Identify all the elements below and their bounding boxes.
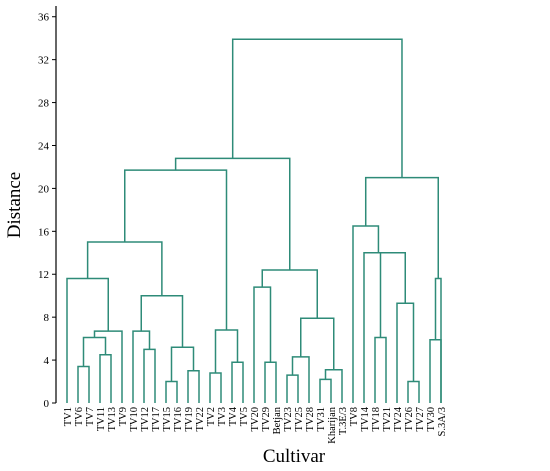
leaf-label: TV25: [294, 407, 305, 432]
dendrogram-link: [319, 378, 332, 403]
leaf-label: TV6: [74, 407, 85, 426]
leaf-label: TV15: [162, 407, 173, 432]
axes: 0 4 8 12 16 20 24 28 32 36: [38, 6, 57, 410]
leaf-label: T.3E/3: [338, 407, 349, 435]
y-tick-label: 32: [38, 55, 49, 67]
dendrogram-link: [374, 336, 387, 403]
leaf-label: TV21: [382, 407, 393, 432]
dendrogram-link: [214, 329, 239, 373]
dendrogram-link: [77, 365, 90, 403]
dendrogram-link: [165, 380, 178, 403]
leaf-label: TV18: [371, 407, 382, 432]
leaf-label: TV23: [283, 407, 294, 432]
dendrogram-link: [132, 330, 151, 403]
y-tick-label: 12: [38, 269, 49, 281]
y-tick-label: 0: [44, 398, 50, 410]
leaf-label: TV7: [85, 407, 96, 426]
dendrogram-link: [363, 252, 393, 403]
dendrogram-link: [143, 348, 156, 403]
leaf-label: TV19: [184, 407, 195, 432]
dendrogram-link: [82, 336, 107, 367]
leaf-label: TV26: [404, 407, 415, 432]
dendrogram-link: [253, 286, 272, 403]
leaf-label: Kharijan: [327, 406, 338, 443]
leaf-label: TV4: [228, 406, 239, 426]
y-tick-label: 8: [44, 312, 50, 324]
y-tick-label: 36: [38, 12, 50, 24]
leaf-label: TV28: [305, 407, 316, 432]
leaf-label: Betjan: [272, 406, 283, 434]
dendrogram-branches: [66, 38, 442, 403]
leaf-label: TV31: [316, 407, 327, 432]
dendrogram-link: [434, 277, 442, 403]
dendrogram-link: [93, 330, 123, 403]
dendrogram-link: [286, 374, 299, 403]
y-tick-label: 16: [38, 226, 50, 238]
leaf-label: TV17: [151, 407, 162, 432]
dendrogram-link: [99, 353, 112, 403]
y-tick-label: 20: [38, 183, 50, 195]
dendrogram-link: [170, 346, 195, 382]
leaf-label: TV8: [349, 407, 360, 426]
dendrogram-link: [291, 356, 310, 403]
y-tick-label: 28: [38, 98, 50, 110]
leaf-label: TV29: [261, 407, 272, 432]
leaf-label: TV10: [129, 407, 140, 432]
dendrogram-link: [300, 317, 335, 370]
y-tick-label: 4: [44, 355, 50, 367]
leaf-label: TV22: [195, 407, 206, 432]
leaf-label: TV2: [206, 407, 217, 426]
y-tick-label: 24: [38, 140, 50, 152]
leaf-label: TV30: [426, 407, 437, 432]
dendrogram-link: [66, 277, 109, 403]
dendrogram-link: [231, 361, 244, 403]
dendrogram-link: [209, 372, 222, 403]
leaf-label: TV20: [250, 407, 261, 432]
leaf-labels: TV1 TV6 TV7 TV11 TV13 TV9 TV10 TV12 TV17 TV15 TV16…: [63, 406, 448, 443]
dendrogram-link: [124, 169, 228, 331]
dendrogram-link: [174, 157, 291, 270]
dendrogram-link: [324, 368, 343, 403]
leaf-label: TV9: [118, 407, 129, 426]
dendrogram-link: [379, 252, 406, 338]
leaf-label: TV11: [96, 407, 107, 431]
dendrogram-link: [140, 294, 184, 348]
leaf-label: S.3A/3: [437, 407, 448, 436]
leaf-label: TV3: [217, 407, 228, 426]
leaf-label: TV27: [415, 407, 426, 432]
dendrogram-link: [264, 361, 277, 403]
leaf-label: TV1: [63, 407, 74, 426]
leaf-label: TV5: [239, 407, 250, 426]
dendrogram-link: [364, 176, 439, 279]
leaf-label: TV13: [107, 407, 118, 432]
leaf-label: TV14: [360, 406, 371, 431]
dendrogram-link: [231, 38, 403, 178]
dendrogram-link: [187, 370, 200, 403]
leaf-label: TV16: [173, 407, 184, 432]
x-axis-title: Cultivar: [263, 446, 326, 467]
y-axis-title: Distance: [4, 172, 25, 238]
dendrogram-link: [407, 380, 420, 403]
leaf-label: TV12: [140, 407, 151, 432]
dendrogram-link: [396, 302, 415, 403]
dendrogram-link: [429, 338, 442, 403]
leaf-label: TV24: [393, 406, 404, 431]
dendrogram-link: [86, 241, 163, 296]
